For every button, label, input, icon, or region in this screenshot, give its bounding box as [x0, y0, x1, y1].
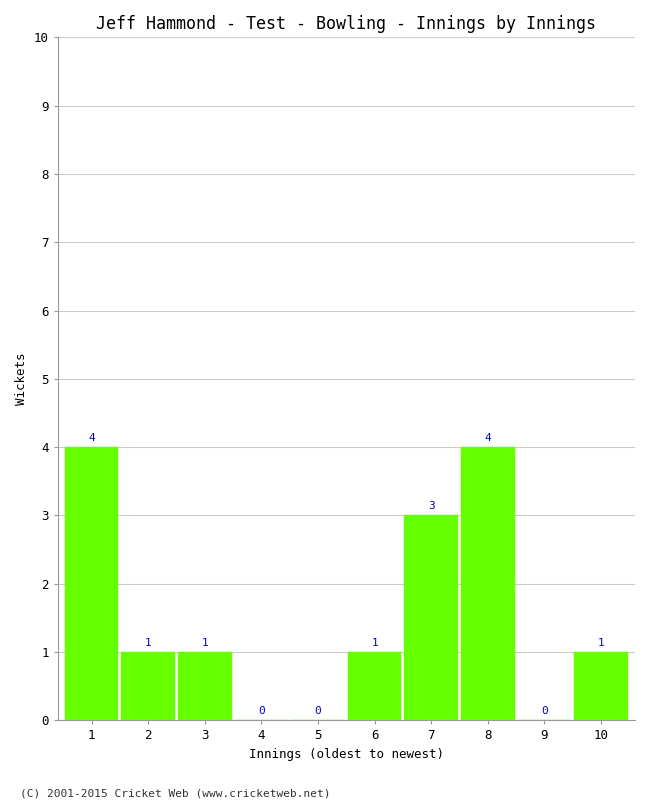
X-axis label: Innings (oldest to newest): Innings (oldest to newest)	[249, 748, 444, 761]
Text: 4: 4	[484, 433, 491, 443]
Bar	[178, 652, 231, 721]
Text: 0: 0	[258, 706, 265, 716]
Bar	[404, 515, 458, 721]
Bar	[64, 447, 118, 721]
Text: 0: 0	[541, 706, 548, 716]
Text: 4: 4	[88, 433, 95, 443]
Bar	[348, 652, 402, 721]
Bar	[122, 652, 175, 721]
Text: 3: 3	[428, 502, 435, 511]
Text: 1: 1	[145, 638, 151, 648]
Text: (C) 2001-2015 Cricket Web (www.cricketweb.net): (C) 2001-2015 Cricket Web (www.cricketwe…	[20, 788, 330, 798]
Y-axis label: Wickets: Wickets	[15, 353, 28, 405]
Title: Jeff Hammond - Test - Bowling - Innings by Innings: Jeff Hammond - Test - Bowling - Innings …	[96, 15, 596, 33]
Text: 0: 0	[315, 706, 321, 716]
Text: 1: 1	[202, 638, 208, 648]
Text: 1: 1	[597, 638, 604, 648]
Text: 1: 1	[371, 638, 378, 648]
Bar	[574, 652, 628, 721]
Bar	[461, 447, 515, 721]
